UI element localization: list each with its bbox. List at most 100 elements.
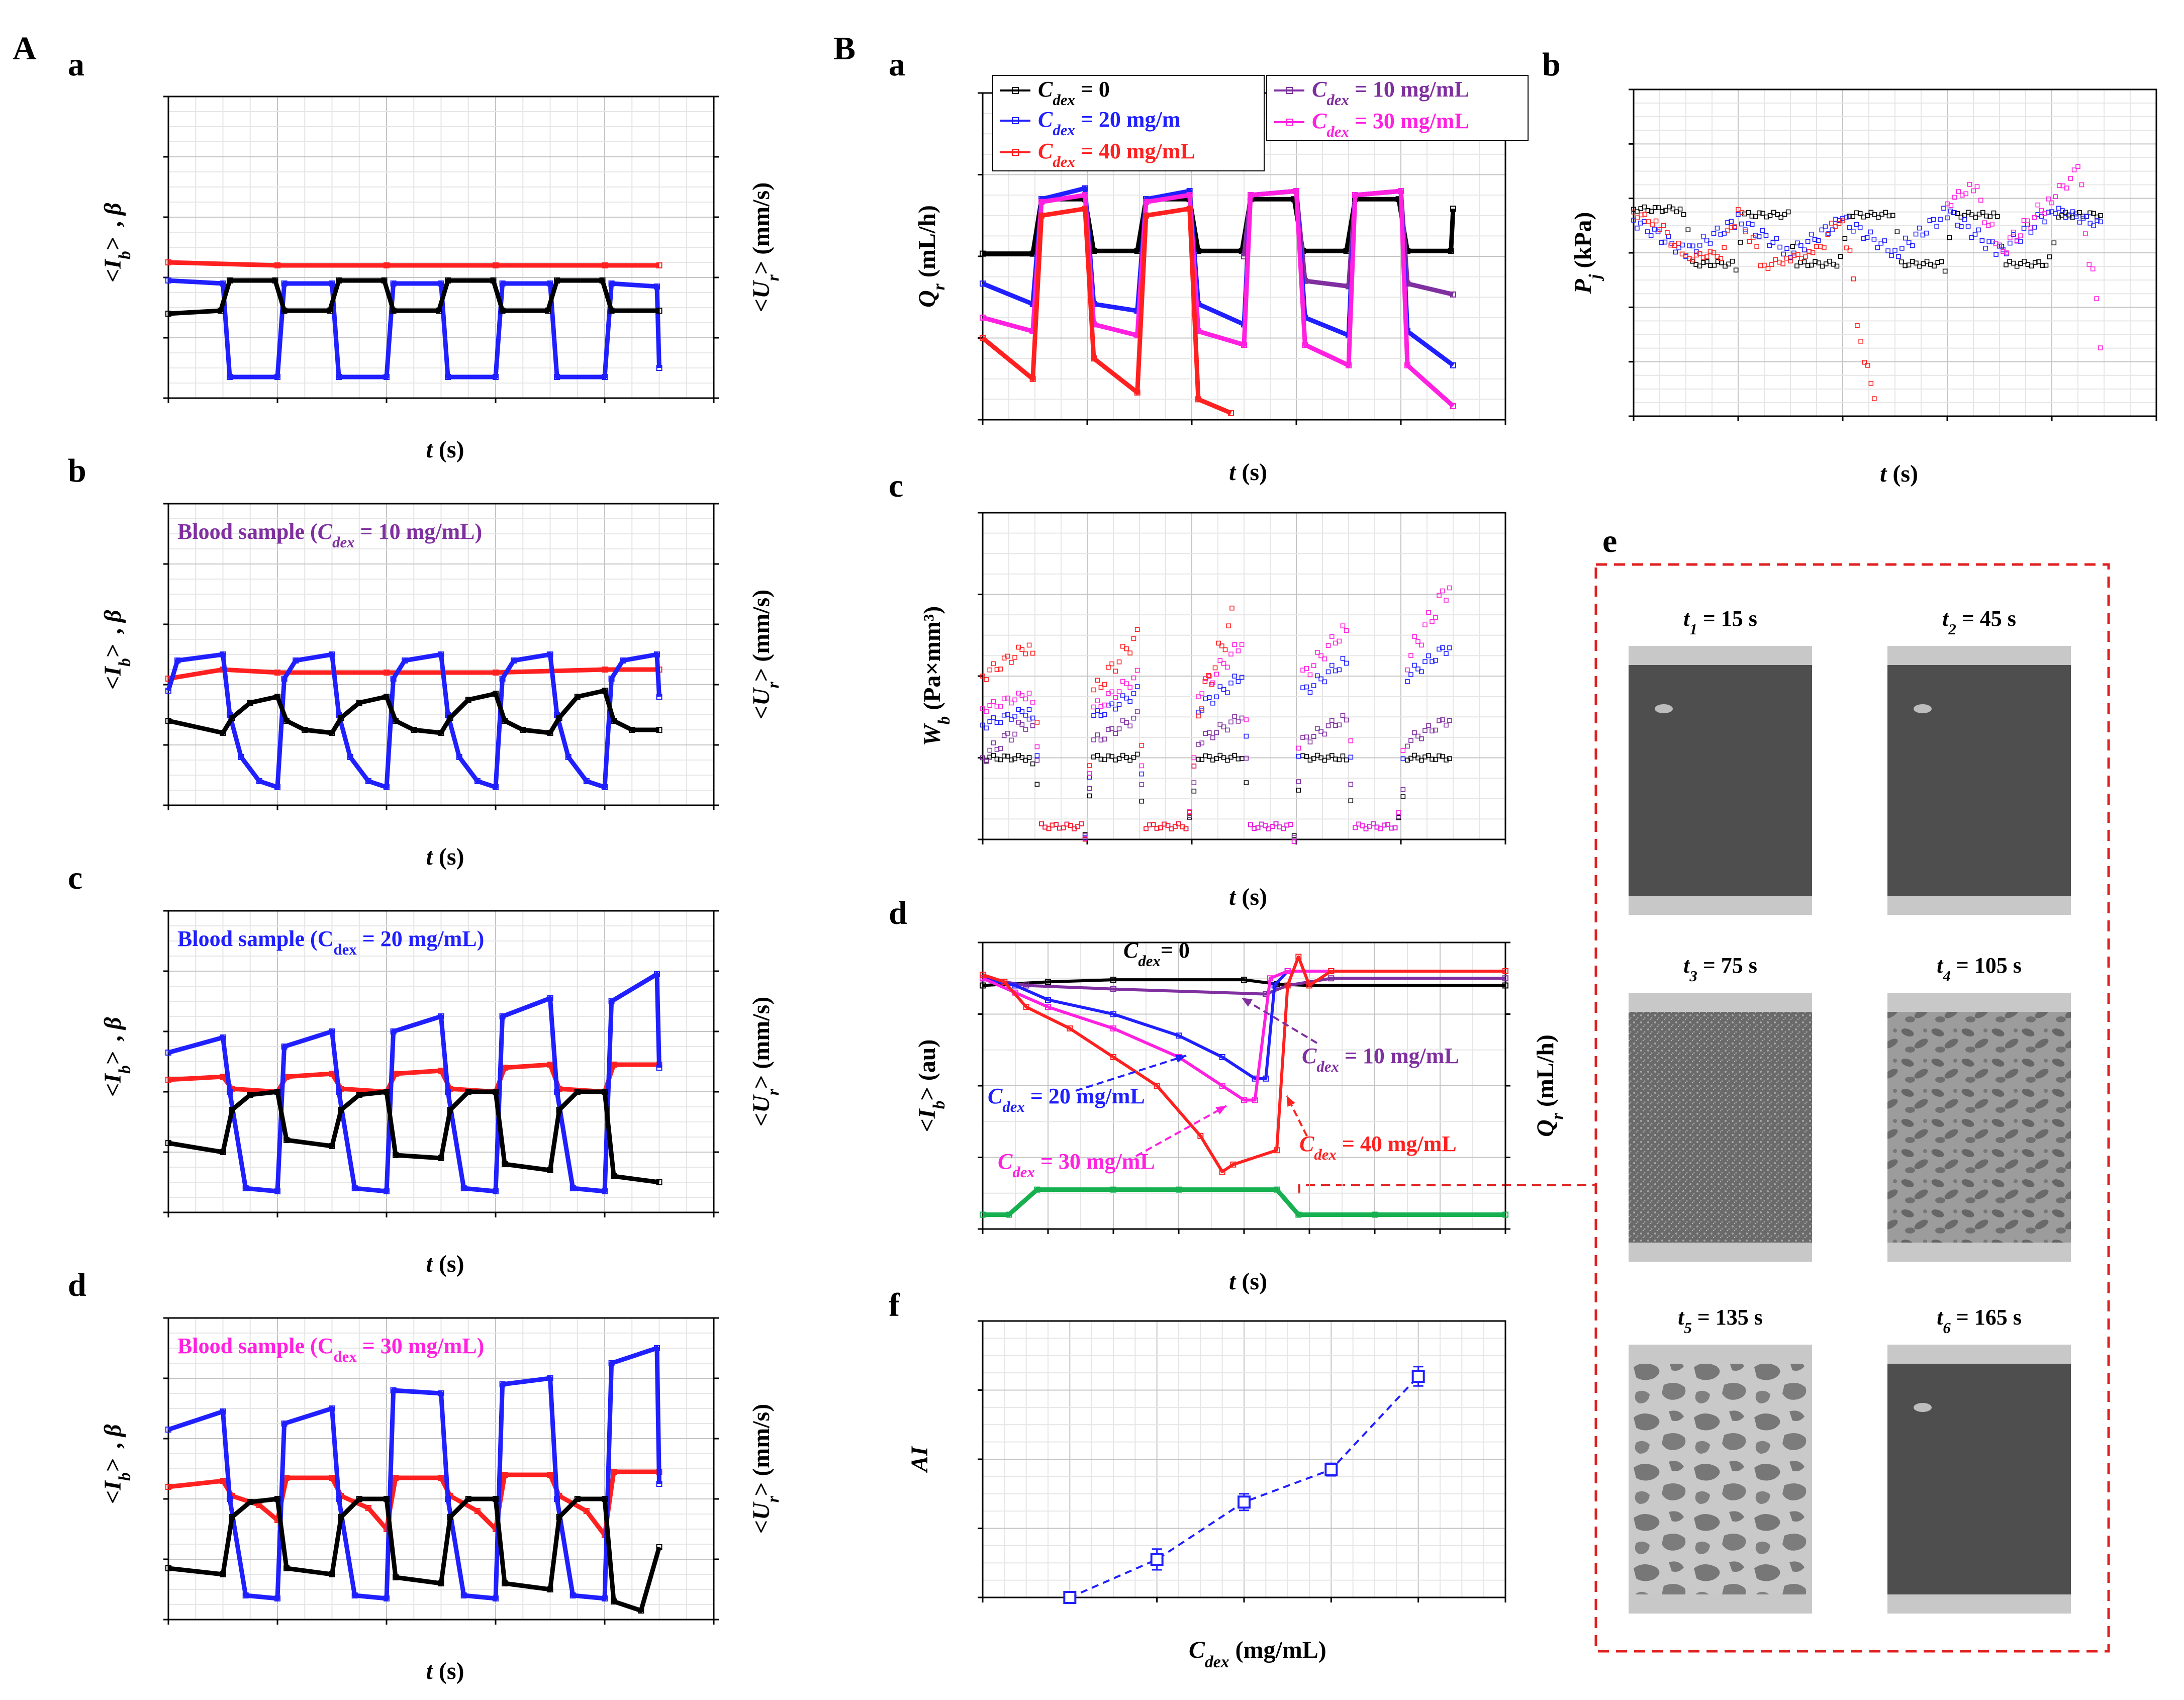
text-part: b xyxy=(116,658,134,667)
y-axis-label-left: <Ib>, β xyxy=(100,203,134,282)
panel-letter-Bb: b xyxy=(1542,46,1561,83)
data-point xyxy=(1210,680,1215,686)
data-point xyxy=(1729,225,1734,230)
text-part: > xyxy=(100,237,126,251)
data-point xyxy=(1034,1186,1040,1193)
data-point xyxy=(1102,757,1107,763)
legend-label: Cdex = 20 mg/m xyxy=(1038,107,1180,139)
micro-image-5: t5 = 135 s xyxy=(1629,1305,1812,1614)
data-point xyxy=(438,1580,444,1586)
data-point xyxy=(1214,672,1219,677)
y-axis-label: Pj (kPa) xyxy=(1570,212,1604,295)
data-point xyxy=(445,277,451,284)
data-point xyxy=(336,374,342,380)
data-point xyxy=(165,311,171,317)
data-point xyxy=(1440,588,1445,594)
data-point xyxy=(1823,224,1828,229)
data-point xyxy=(1833,217,1838,222)
x-axis-label: t (s) xyxy=(426,1658,464,1684)
series-line xyxy=(982,188,1455,408)
chart-Bc: t (s) Wb (Pa×mm³) xyxy=(919,512,1506,910)
data-point xyxy=(351,1592,358,1598)
data-point xyxy=(1124,695,1129,701)
data-point xyxy=(1906,262,1912,267)
data-point xyxy=(1982,220,1987,226)
data-point xyxy=(1405,743,1410,749)
data-point xyxy=(1948,208,1953,214)
data-point xyxy=(1030,715,1035,721)
data-point xyxy=(1039,821,1044,826)
data-point xyxy=(390,676,397,682)
panel-letter-Ad: d xyxy=(68,1267,86,1303)
data-point xyxy=(1034,720,1040,725)
chart-title-part: dex xyxy=(332,534,354,551)
data-point xyxy=(547,280,553,287)
data-point xyxy=(1958,224,1964,229)
data-point xyxy=(1910,243,1915,248)
data-point xyxy=(1433,615,1438,620)
text-part: Q xyxy=(1532,1119,1559,1137)
data-point xyxy=(1315,650,1320,655)
legend-label: Cdex = 0 xyxy=(1038,77,1110,109)
data-point xyxy=(1296,788,1301,793)
data-point xyxy=(1760,228,1765,233)
data-point xyxy=(2053,211,2058,216)
y-axis-label-left: <Ib>, β xyxy=(100,610,134,690)
data-point xyxy=(293,657,299,664)
data-point xyxy=(274,1188,280,1194)
data-point xyxy=(165,1077,171,1083)
data-point xyxy=(1012,756,1017,762)
data-point xyxy=(980,250,986,257)
data-point xyxy=(384,1188,390,1194)
text-part: (s) xyxy=(1236,459,1267,486)
data-point xyxy=(1110,1054,1116,1060)
data-point xyxy=(165,1427,171,1433)
data-point xyxy=(1932,263,1937,269)
data-point xyxy=(2059,208,2065,213)
data-point xyxy=(1502,968,1508,974)
data-point xyxy=(1976,227,1981,233)
data-point xyxy=(1325,669,1331,675)
data-point xyxy=(384,670,390,676)
data-point xyxy=(1340,623,1346,628)
data-point xyxy=(980,706,985,711)
legend-label: Cdex = 30 mg/mL xyxy=(1312,109,1469,140)
text-part: t xyxy=(1683,606,1690,631)
data-point xyxy=(980,972,986,978)
data-point xyxy=(274,374,280,380)
data-point xyxy=(1836,221,1842,226)
data-point xyxy=(1952,195,1957,200)
data-point xyxy=(1210,700,1215,706)
data-point xyxy=(1116,756,1122,762)
data-point xyxy=(1082,836,1088,842)
data-point xyxy=(1244,780,1249,785)
data-point xyxy=(1733,267,1739,273)
data-point xyxy=(281,676,288,682)
data-point xyxy=(1091,687,1096,693)
bubble-spot xyxy=(1914,704,1932,713)
data-point xyxy=(1433,757,1438,763)
panel-letter-Aa: a xyxy=(68,46,84,83)
x-label-unit: (s) xyxy=(433,1251,464,1277)
channel-region xyxy=(1887,665,2071,896)
data-point xyxy=(227,277,233,284)
data-point xyxy=(1422,754,1428,760)
data-point xyxy=(393,1574,399,1580)
data-point xyxy=(1219,1169,1225,1175)
text-part: > (mm/s) xyxy=(748,590,775,682)
data-point xyxy=(465,1496,471,1502)
data-point xyxy=(1715,225,1720,231)
data-point xyxy=(1840,218,1845,224)
data-point xyxy=(1447,756,1452,761)
series-red xyxy=(1631,207,1877,401)
data-point xyxy=(1426,723,1431,728)
data-point xyxy=(2095,218,2100,223)
text-part: dex xyxy=(1138,953,1160,970)
data-point xyxy=(1238,1495,1251,1509)
data-point xyxy=(1883,210,1888,215)
data-point xyxy=(502,1580,508,1586)
data-point xyxy=(2087,221,2093,226)
data-point xyxy=(1730,258,1735,264)
data-point xyxy=(1202,679,1208,684)
data-point xyxy=(1739,221,1744,227)
